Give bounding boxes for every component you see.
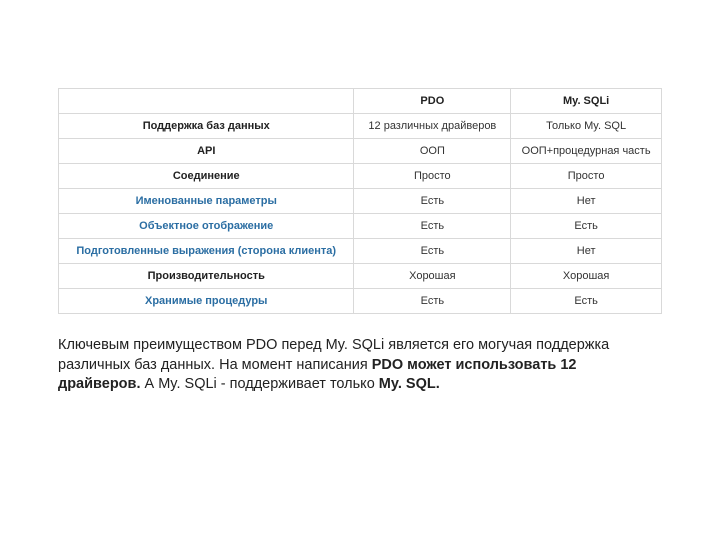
cell-mysqli: Есть <box>511 289 662 314</box>
cell-mysqli: Просто <box>511 164 662 189</box>
cell-mysqli: Есть <box>511 214 662 239</box>
table-row: СоединениеПростоПросто <box>59 164 662 189</box>
cell-mysqli: Нет <box>511 189 662 214</box>
cell-pdo: Хорошая <box>354 264 511 289</box>
cell-mysqli: ООП+процедурная часть <box>511 139 662 164</box>
page: PDO My. SQLi Поддержка баз данных12 разл… <box>0 0 720 395</box>
row-label[interactable]: Хранимые процедуры <box>59 289 354 314</box>
cell-pdo: 12 различных драйверов <box>354 114 511 139</box>
row-label[interactable]: Подготовленные выражения (сторона клиент… <box>59 239 354 264</box>
table-row: Хранимые процедурыЕстьЕсть <box>59 289 662 314</box>
row-label: API <box>59 139 354 164</box>
row-label[interactable]: Именованные параметры <box>59 189 354 214</box>
cell-pdo: Есть <box>354 289 511 314</box>
row-label: Поддержка баз данных <box>59 114 354 139</box>
cell-pdo: Есть <box>354 239 511 264</box>
para-text-2: А My. SQLi - поддерживает только <box>140 376 378 392</box>
table-row: ПроизводительностьХорошаяХорошая <box>59 264 662 289</box>
cell-pdo: Есть <box>354 189 511 214</box>
table-row: APIООПООП+процедурная часть <box>59 139 662 164</box>
row-label[interactable]: Объектное отображение <box>59 214 354 239</box>
row-label: Соединение <box>59 164 354 189</box>
header-blank <box>59 89 354 114</box>
table-header-row: PDO My. SQLi <box>59 89 662 114</box>
header-mysqli: My. SQLi <box>511 89 662 114</box>
cell-mysqli: Нет <box>511 239 662 264</box>
cell-mysqli: Только My. SQL <box>511 114 662 139</box>
header-pdo: PDO <box>354 89 511 114</box>
table-body: Поддержка баз данных12 различных драйвер… <box>59 114 662 314</box>
comparison-table: PDO My. SQLi Поддержка баз данных12 разл… <box>58 88 662 314</box>
summary-paragraph: Ключевым преимуществом PDO перед My. SQL… <box>58 336 662 395</box>
table-row: Объектное отображениеЕстьЕсть <box>59 214 662 239</box>
table-row: Именованные параметрыЕстьНет <box>59 189 662 214</box>
table-row: Поддержка баз данных12 различных драйвер… <box>59 114 662 139</box>
cell-pdo: Есть <box>354 214 511 239</box>
cell-pdo: ООП <box>354 139 511 164</box>
cell-mysqli: Хорошая <box>511 264 662 289</box>
table-row: Подготовленные выражения (сторона клиент… <box>59 239 662 264</box>
row-label: Производительность <box>59 264 354 289</box>
para-bold-2: My. SQL. <box>379 376 440 392</box>
cell-pdo: Просто <box>354 164 511 189</box>
